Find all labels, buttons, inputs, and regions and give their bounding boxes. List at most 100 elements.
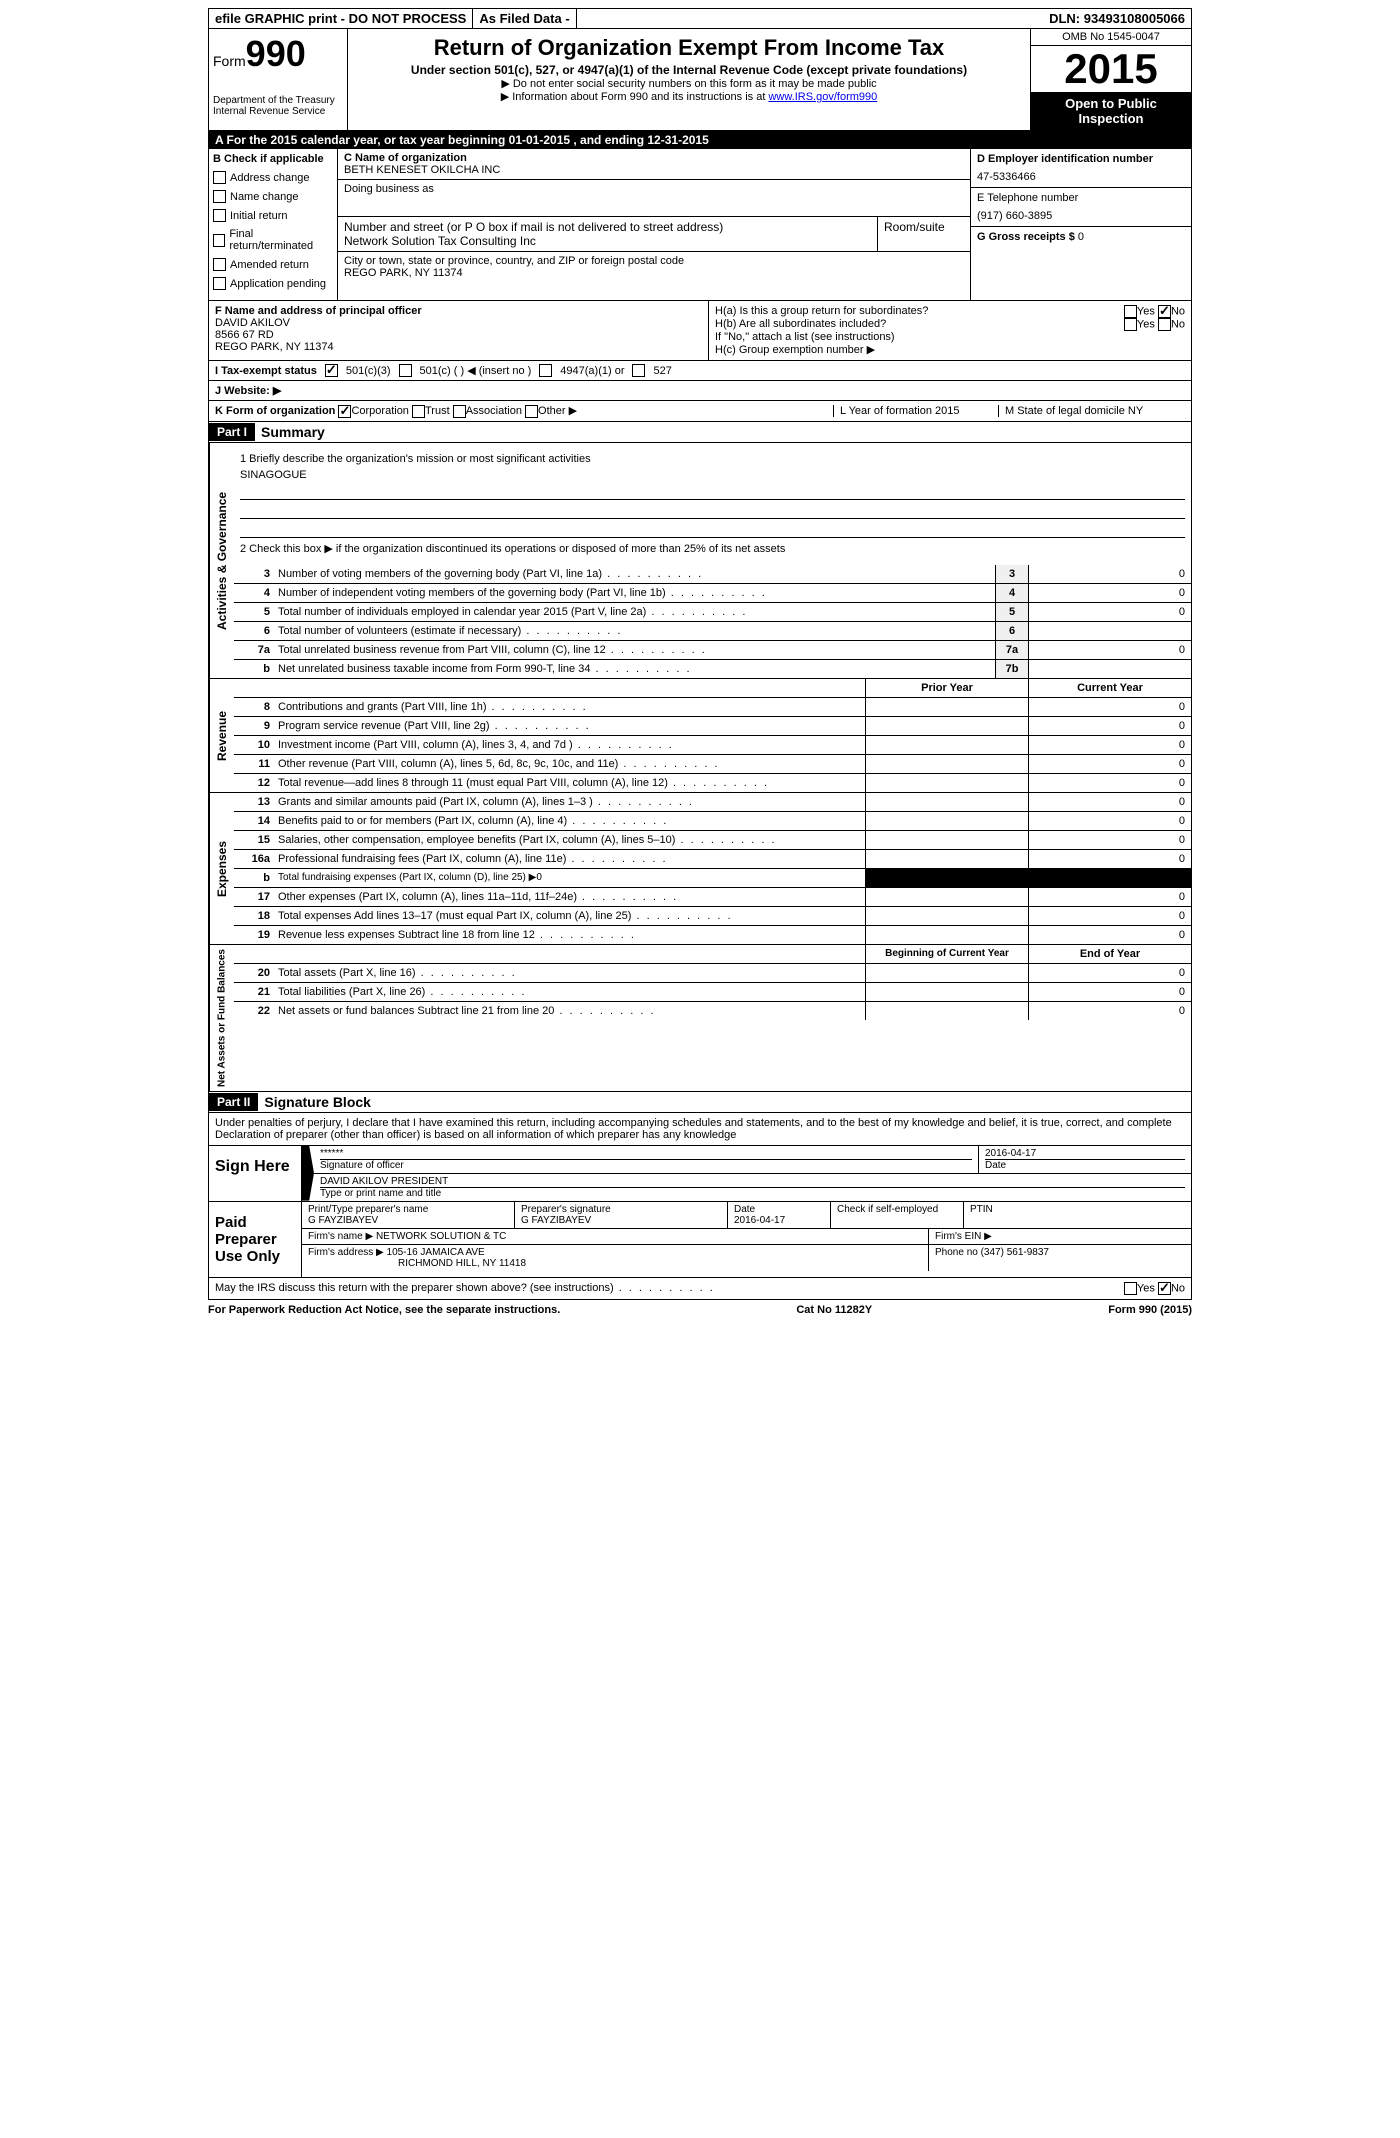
- cb-name-change[interactable]: Name change: [213, 190, 333, 203]
- expense-line-16a: 16a Professional fundraising fees (Part …: [234, 850, 1191, 869]
- part-ii-badge: Part II: [209, 1093, 258, 1111]
- prep-name: G FAYZIBAYEV: [308, 1215, 508, 1226]
- sig-date: 2016-04-17: [985, 1148, 1185, 1159]
- addr-value: Network Solution Tax Consulting Inc: [344, 234, 871, 248]
- discuss-no[interactable]: [1158, 1282, 1171, 1295]
- cb-other[interactable]: [525, 405, 538, 418]
- cb-501c3[interactable]: [325, 364, 338, 377]
- form-title: Return of Organization Exempt From Incom…: [356, 35, 1022, 61]
- gross-label: G Gross receipts $: [977, 231, 1075, 243]
- revenue-line-9: 9 Program service revenue (Part VIII, li…: [234, 717, 1191, 736]
- officer-label: F Name and address of principal officer: [215, 305, 702, 317]
- ein-label: D Employer identification number: [977, 153, 1185, 165]
- ptin-label: PTIN: [964, 1202, 1191, 1228]
- ein-value: 47-5336466: [977, 171, 1185, 183]
- revenue-section: Revenue Prior Year Current Year 8 Contri…: [208, 679, 1192, 793]
- section-a: A For the 2015 calendar year, or tax yea…: [208, 131, 1192, 361]
- summary-line-3: 3 Number of voting members of the govern…: [234, 565, 1191, 584]
- cb-4947[interactable]: [539, 364, 552, 377]
- col-d-identifiers: D Employer identification number 47-5336…: [970, 149, 1191, 300]
- cb-corporation[interactable]: [338, 405, 351, 418]
- sig-stars: ******: [320, 1148, 972, 1159]
- sig-name: DAVID AKILOV PRESIDENT: [320, 1176, 1185, 1187]
- prep-date-label: Date: [734, 1204, 824, 1215]
- revenue-line-11: 11 Other revenue (Part VIII, column (A),…: [234, 755, 1191, 774]
- cb-application-pending[interactable]: Application pending: [213, 277, 333, 290]
- top-bar: efile GRAPHIC print - DO NOT PROCESS As …: [208, 8, 1192, 29]
- form-header: Form990 Department of the Treasury Inter…: [208, 29, 1192, 131]
- col-current-year: Current Year: [1028, 679, 1191, 697]
- expense-line-18: 18 Total expenses Add lines 13–17 (must …: [234, 907, 1191, 926]
- summary-line-6: 6 Total number of volunteers (estimate i…: [234, 622, 1191, 641]
- arrow-icon: [302, 1146, 314, 1201]
- city-label: City or town, state or province, country…: [344, 255, 964, 267]
- firm-addr-label: Firm's address ▶: [308, 1247, 384, 1258]
- vert-governance: Activities & Governance: [209, 443, 234, 678]
- paid-preparer-label: Paid Preparer Use Only: [209, 1202, 302, 1277]
- prep-date: 2016-04-17: [734, 1215, 824, 1226]
- vert-netassets: Net Assets or Fund Balances: [209, 945, 234, 1091]
- dba-label: Doing business as: [344, 183, 964, 195]
- ha-yes[interactable]: [1124, 305, 1137, 318]
- omb-number: OMB No 1545-0047: [1031, 29, 1191, 46]
- phone-label: E Telephone number: [977, 192, 1185, 204]
- expense-line-13: 13 Grants and similar amounts paid (Part…: [234, 793, 1191, 812]
- firm-name: NETWORK SOLUTION & TC: [376, 1231, 506, 1242]
- col-prior-year: Prior Year: [865, 679, 1028, 697]
- expenses-section: Expenses 13 Grants and similar amounts p…: [208, 793, 1192, 945]
- cb-final-return[interactable]: Final return/terminated: [213, 228, 333, 252]
- hb-no[interactable]: [1158, 318, 1171, 331]
- city-value: REGO PARK, NY 11374: [344, 267, 964, 279]
- prep-sig: G FAYZIBAYEV: [521, 1215, 721, 1226]
- sign-here-label: Sign Here: [209, 1146, 302, 1201]
- discuss-text: May the IRS discuss this return with the…: [215, 1282, 1124, 1295]
- form-note-2: ▶ Information about Form 990 and its ins…: [356, 90, 1022, 103]
- part-ii-header-row: Part II Signature Block: [208, 1092, 1192, 1113]
- ha-no[interactable]: [1158, 305, 1171, 318]
- cb-association[interactable]: [453, 405, 466, 418]
- cb-address-change[interactable]: Address change: [213, 171, 333, 184]
- paid-preparer-block: Paid Preparer Use Only Print/Type prepar…: [208, 1202, 1192, 1278]
- expense-line-b: b Total fundraising expenses (Part IX, c…: [234, 869, 1191, 888]
- prep-check: Check if self-employed: [837, 1204, 957, 1215]
- h-note: If "No," attach a list (see instructions…: [715, 331, 1185, 343]
- year-formation: L Year of formation 2015: [833, 405, 990, 417]
- form-label: Form: [213, 53, 246, 69]
- cb-trust[interactable]: [412, 405, 425, 418]
- firm-name-label: Firm's name ▶: [308, 1231, 373, 1242]
- irs-link[interactable]: www.IRS.gov/form990: [768, 91, 877, 103]
- dept-treasury: Department of the Treasury: [213, 95, 343, 106]
- room-label: Room/suite: [878, 217, 970, 251]
- cb-527[interactable]: [632, 364, 645, 377]
- form-number: 990: [246, 33, 306, 74]
- cb-501c[interactable]: [399, 364, 412, 377]
- header-right: OMB No 1545-0047 2015 Open to Public Ins…: [1030, 29, 1191, 130]
- cb-amended[interactable]: Amended return: [213, 258, 333, 271]
- sig-officer-label: Signature of officer: [320, 1159, 972, 1171]
- part-ii-title: Signature Block: [258, 1092, 377, 1112]
- net-assets-section: Net Assets or Fund Balances Beginning of…: [208, 945, 1192, 1092]
- netassets-line-22: 22 Net assets or fund balances Subtract …: [234, 1002, 1191, 1020]
- firm-addr2: RICHMOND HILL, NY 11418: [308, 1258, 922, 1269]
- prep-sig-label: Preparer's signature: [521, 1204, 721, 1215]
- org-name-label: C Name of organization: [344, 152, 964, 164]
- vert-revenue: Revenue: [209, 679, 234, 792]
- part-i-header-row: Part I Summary: [208, 422, 1192, 443]
- open-public: Open to Public Inspection: [1031, 92, 1191, 130]
- dln: DLN: 93493108005066: [1043, 9, 1191, 28]
- summary-line-b: b Net unrelated business taxable income …: [234, 660, 1191, 678]
- hb-yes[interactable]: [1124, 318, 1137, 331]
- netassets-line-21: 21 Total liabilities (Part X, line 26) 0: [234, 983, 1191, 1002]
- as-filed: As Filed Data -: [473, 9, 576, 28]
- discuss-yes[interactable]: [1124, 1282, 1137, 1295]
- sig-name-label: Type or print name and title: [320, 1187, 1185, 1199]
- efile-notice: efile GRAPHIC print - DO NOT PROCESS: [209, 9, 473, 28]
- part-i-title: Summary: [255, 422, 331, 442]
- cb-initial-return[interactable]: Initial return: [213, 209, 333, 222]
- org-name: BETH KENESET OKILCHA INC: [344, 164, 964, 176]
- tax-year: 2015: [1031, 46, 1191, 92]
- expense-line-14: 14 Benefits paid to or for members (Part…: [234, 812, 1191, 831]
- prep-name-label: Print/Type preparer's name: [308, 1204, 508, 1215]
- vert-expenses: Expenses: [209, 793, 234, 944]
- col-b-head: B Check if applicable: [213, 153, 333, 165]
